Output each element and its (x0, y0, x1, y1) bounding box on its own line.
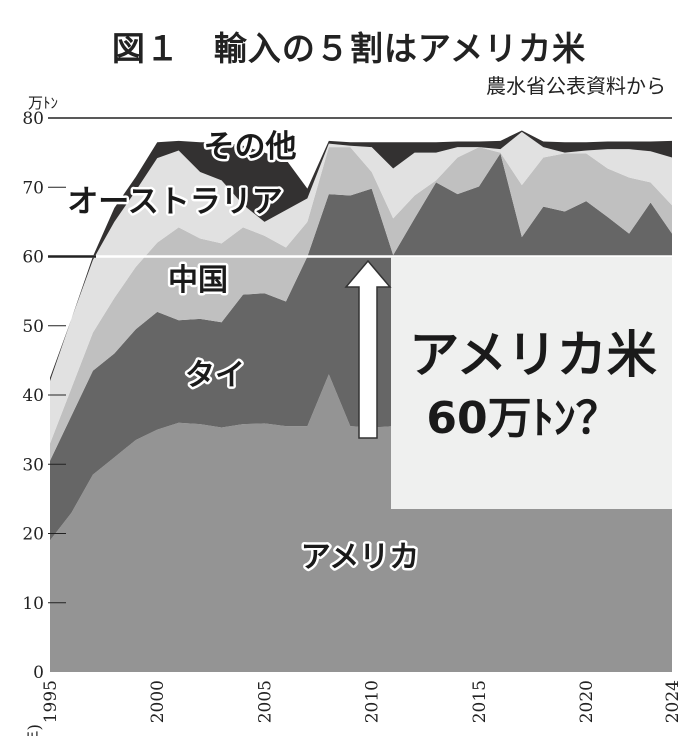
annotation-line1: アメリカ米 (409, 326, 657, 384)
x-axis-label: (年) (25, 724, 45, 736)
x-tick-label: 1995 (41, 680, 61, 723)
series-labels: アメリカ タイ 中国 オーストラリア その他 (65, 127, 422, 578)
y-tick-label: 70 (22, 178, 44, 198)
chart-title: 図１ 輸入の５割はアメリカ米 (111, 29, 587, 68)
series-label: 中国 (168, 263, 228, 298)
y-tick-label: 40 (22, 386, 44, 406)
y-tick-label: 30 (22, 455, 44, 475)
y-tick-label: 60 (22, 248, 44, 268)
series-label: オーストラリア (67, 184, 282, 220)
x-tick-label: 2015 (470, 680, 490, 723)
y-tick-label: 50 (22, 317, 44, 337)
series-label: タイ (185, 358, 245, 393)
series-label: アメリカ (301, 540, 420, 575)
x-tick-label: 2005 (255, 680, 275, 723)
y-tick-label: 20 (22, 525, 44, 545)
annotation-line2: 60万ﾄﾝ？ (426, 393, 619, 444)
annotation-box (391, 257, 672, 509)
x-tick-label: 2024 (663, 680, 683, 723)
up-arrow-icon (344, 259, 392, 439)
x-tick-label: 2000 (148, 680, 168, 723)
x-tick-label: 2010 (363, 680, 383, 723)
area-series-3 (50, 131, 672, 444)
y-tick-label: 80 (22, 109, 44, 129)
source-note: 農水省公表資料から (486, 74, 666, 98)
axes: 0 10 20 30 40 50 60 70 80 1995 2000 2005 2010 2015 202… (22, 109, 683, 736)
area-series-2 (50, 147, 672, 461)
y-axis-unit: 万ﾄﾝ (28, 94, 59, 112)
y-tick-label: 0 (33, 663, 44, 683)
x-tick-label: 2020 (577, 680, 597, 723)
y-tick-label: 10 (22, 594, 44, 614)
series-label: その他 (204, 129, 297, 165)
